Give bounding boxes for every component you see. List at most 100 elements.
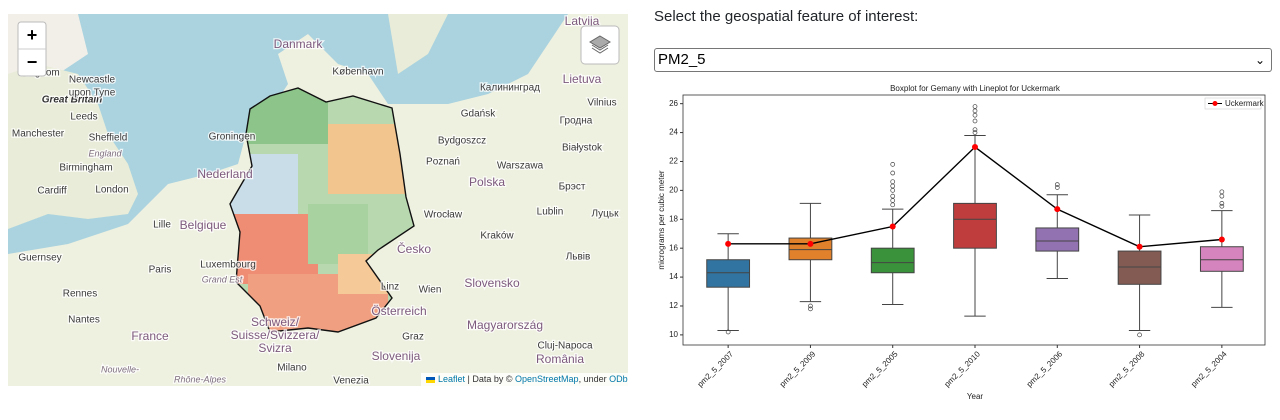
box [870, 247, 915, 274]
place-label: France [131, 329, 169, 343]
choropleth [230, 88, 414, 332]
y-tick-label: 24 [669, 128, 678, 137]
place-label: Milano [277, 363, 307, 374]
country-border [229, 87, 415, 333]
line-marker [972, 144, 978, 151]
land [8, 64, 138, 229]
outlier [1219, 203, 1225, 209]
place-label: Guernsey [18, 253, 61, 264]
osm-link[interactable]: OpenStreetMap [515, 374, 579, 384]
y-tick-label: 20 [669, 185, 678, 194]
place-label: Gdańsk [461, 109, 496, 120]
place-label: Slovensko [464, 276, 520, 290]
place-label: Lille [153, 220, 171, 231]
leaflet-link[interactable]: Leaflet [438, 374, 466, 384]
outlier [890, 162, 896, 167]
outlier [890, 193, 896, 199]
place-label: Belgique [180, 218, 227, 232]
plot-frame [682, 94, 1266, 346]
outlier [890, 202, 896, 208]
place-label: Danmark [274, 37, 324, 51]
outlier [808, 306, 813, 312]
line-marker [1136, 243, 1143, 250]
outlier [890, 170, 896, 176]
zoom-in[interactable]: + [27, 25, 38, 45]
place-label: Great Britain [42, 95, 103, 106]
attribution-bg [421, 373, 628, 386]
place-label: Polska [469, 175, 505, 189]
line-marker [807, 240, 814, 247]
land [388, 14, 448, 74]
place-label: Warszawa [497, 161, 544, 172]
y-tick-label: 26 [669, 99, 678, 108]
zoom-control: + − [17, 21, 47, 77]
place-label: England [88, 148, 122, 158]
outlier [1137, 332, 1142, 338]
y-tick-label: 18 [669, 214, 678, 223]
y-tick-label: 16 [669, 243, 678, 252]
outlier [1054, 182, 1060, 187]
x-tick-label: pm2_5_2005 [860, 349, 900, 389]
outlier [972, 127, 978, 133]
place-label: Rhône-Alpes [174, 374, 227, 384]
place-label: Nouvelle- [101, 364, 139, 374]
place-label: London [95, 185, 128, 196]
outlier [972, 112, 978, 118]
layers-control[interactable] [580, 25, 620, 65]
box [953, 202, 997, 249]
line-marker [889, 223, 896, 230]
x-tick-label: pm2_5_2009 [778, 349, 818, 389]
place-label: Rennes [63, 289, 97, 300]
place-label: Lietuva [563, 72, 602, 86]
outlier [1054, 185, 1060, 190]
feature-select[interactable]: PM2_5 ⌄ [654, 48, 1272, 72]
place-label: Nederland [197, 167, 252, 181]
box [706, 259, 751, 288]
outlier [725, 329, 731, 335]
outlier [972, 108, 978, 114]
box [1117, 250, 1162, 285]
place-label: Venezia [333, 376, 369, 386]
place-label: Magyarország [467, 318, 543, 332]
outlier [890, 198, 896, 203]
x-tick-label: pm2_5_2008 [1107, 349, 1147, 389]
zoom-out[interactable]: − [27, 52, 38, 72]
place-label: Slovenija [372, 349, 421, 363]
outlier [972, 130, 978, 135]
place-label: Österreich [371, 304, 426, 318]
place-label: Vilnius [587, 98, 616, 109]
legend-frame [1204, 97, 1262, 110]
place-label: Wien [419, 285, 442, 296]
outlier [890, 183, 896, 189]
place-label: Groningen [209, 132, 256, 143]
legend-label: Uckermark [1225, 99, 1265, 108]
place-label: Nantes [68, 315, 100, 326]
outlier [1219, 189, 1225, 195]
place-label: Львів [566, 252, 591, 263]
flag [426, 377, 435, 380]
place-label: Калининград [480, 83, 540, 94]
outlier [890, 188, 896, 193]
place-label: Česko [397, 241, 431, 256]
attribution-text: , under [579, 374, 610, 384]
line-marker [725, 240, 732, 247]
place-label: Sheffield [89, 133, 128, 144]
chart: Boxplot for Gemany with Lineplot for Uck… [657, 84, 1266, 401]
place-label: Bydgoszcz [438, 136, 486, 147]
odbl-link[interactable]: ODbL. [609, 374, 628, 384]
y-tick-label: 12 [669, 301, 678, 310]
box [1199, 246, 1244, 272]
place-label: Paris [149, 265, 172, 276]
x-tick-label: pm2_5_2004 [1189, 349, 1229, 389]
place-label: Луцьк [592, 209, 620, 220]
place-label: Manchester [12, 129, 65, 140]
map[interactable]: LatvijaDanmarkKøbenhavnLietuvaКалинингра… [8, 14, 628, 386]
place-label: upon Tyne [69, 88, 116, 99]
place-label: Birmingham [59, 163, 112, 174]
place-label: Cluj-Napoca [537, 341, 592, 352]
chart-title: Boxplot for Gemany with Lineplot for Uck… [890, 84, 1061, 93]
place-label: Schweiz/ [251, 315, 300, 329]
place-label: Graz [402, 332, 424, 343]
place-label: Suisse/Svizzera/ [231, 328, 320, 342]
